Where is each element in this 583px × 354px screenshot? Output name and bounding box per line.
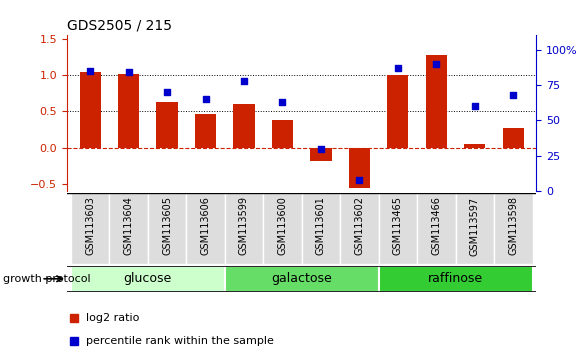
Bar: [156, 102, 178, 148]
Point: [278, 99, 287, 105]
Point: [86, 68, 95, 74]
Text: GSM113606: GSM113606: [201, 196, 210, 255]
Point: [201, 96, 210, 102]
Text: GSM113600: GSM113600: [278, 196, 287, 255]
Text: galactose: galactose: [271, 272, 332, 285]
Text: GSM113466: GSM113466: [431, 196, 441, 255]
Point: [470, 103, 479, 109]
Point: [431, 61, 441, 67]
Text: GSM113604: GSM113604: [124, 196, 134, 255]
Bar: [233, 104, 255, 148]
Bar: [148, 193, 187, 264]
Text: GSM113599: GSM113599: [239, 196, 249, 256]
Bar: [417, 193, 455, 264]
Point: [393, 65, 402, 71]
Bar: [387, 75, 409, 148]
Bar: [378, 266, 532, 292]
Point: [240, 78, 249, 84]
Text: GSM113601: GSM113601: [316, 196, 326, 255]
Bar: [272, 120, 293, 148]
Text: raffinose: raffinose: [428, 272, 483, 285]
Bar: [187, 193, 225, 264]
Bar: [464, 144, 486, 148]
Bar: [302, 193, 340, 264]
Text: GSM113465: GSM113465: [393, 196, 403, 256]
Text: percentile rank within the sample: percentile rank within the sample: [86, 336, 273, 346]
Bar: [264, 193, 302, 264]
Point: [163, 89, 172, 95]
Bar: [225, 266, 378, 292]
Bar: [79, 72, 101, 148]
Bar: [225, 193, 264, 264]
Bar: [340, 193, 378, 264]
Bar: [118, 74, 139, 148]
Bar: [378, 193, 417, 264]
Bar: [71, 266, 225, 292]
Point: [316, 146, 325, 152]
Point: [508, 92, 518, 98]
Bar: [455, 193, 494, 264]
Text: GSM113603: GSM113603: [85, 196, 95, 255]
Bar: [310, 148, 332, 161]
Bar: [494, 193, 532, 264]
Bar: [503, 128, 524, 148]
Bar: [71, 193, 110, 264]
Bar: [349, 148, 370, 188]
Bar: [426, 55, 447, 148]
Text: GSM113605: GSM113605: [162, 196, 172, 256]
Text: GSM113597: GSM113597: [470, 196, 480, 256]
Bar: [110, 193, 148, 264]
Bar: [195, 114, 216, 148]
Text: glucose: glucose: [124, 272, 172, 285]
Point: [124, 69, 134, 75]
Point: [354, 177, 364, 183]
Text: growth protocol: growth protocol: [3, 274, 90, 284]
Text: GSM113598: GSM113598: [508, 196, 518, 256]
Text: log2 ratio: log2 ratio: [86, 313, 139, 323]
Text: GDS2505 / 215: GDS2505 / 215: [67, 19, 172, 33]
Text: GSM113602: GSM113602: [354, 196, 364, 256]
